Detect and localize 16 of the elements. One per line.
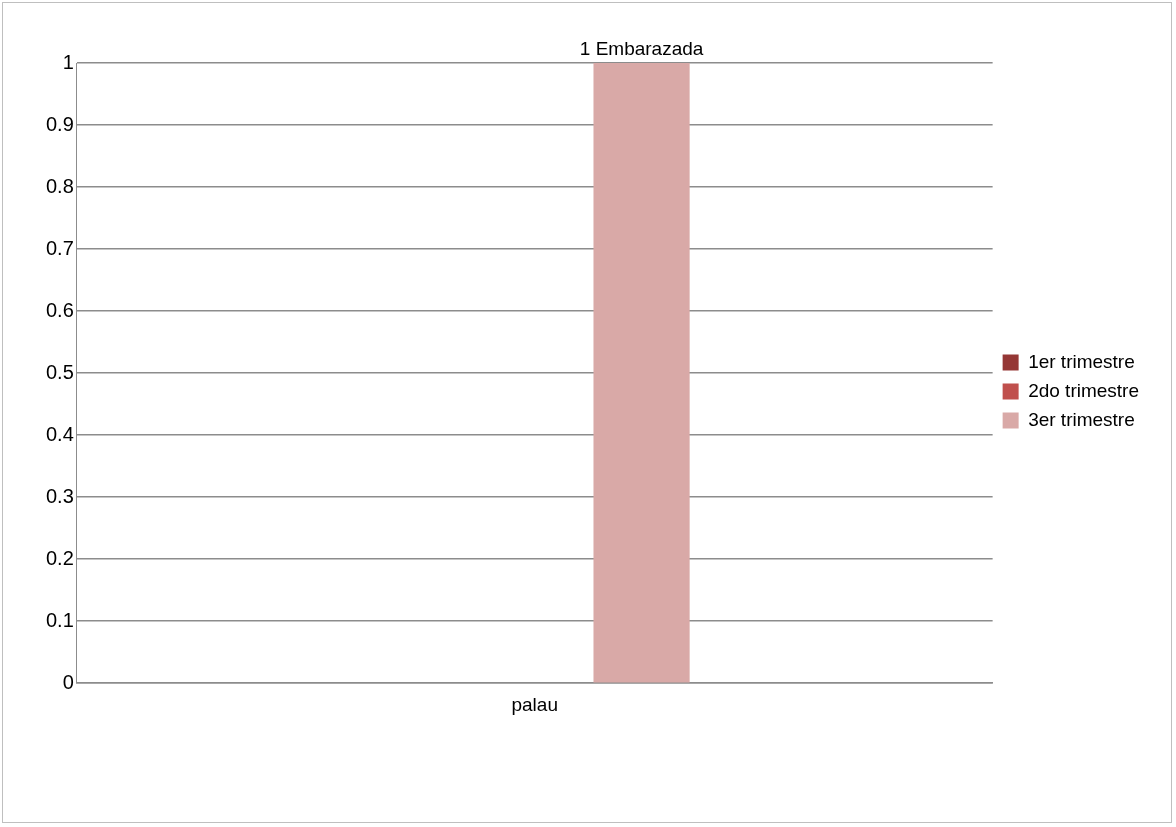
x-tick-label: palau	[511, 693, 558, 715]
y-tick-label: 0.2	[45, 546, 74, 569]
data-label: 1 Embarazada	[579, 37, 704, 59]
y-tick-label: 0.7	[45, 236, 74, 259]
legend-label: 2do trimestre	[1028, 379, 1139, 401]
y-tick-label: 0.1	[45, 608, 74, 631]
legend-label: 3er trimestre	[1028, 408, 1135, 430]
y-tick-label: 0.5	[45, 360, 74, 383]
y-tick-label: 0.4	[45, 422, 74, 445]
legend-label: 1er trimestre	[1028, 350, 1135, 372]
y-tick-label: 0.8	[45, 174, 74, 197]
y-tick-label: 0.9	[45, 112, 74, 135]
y-tick-label: 0	[62, 670, 74, 693]
y-tick-label: 0.6	[45, 298, 74, 321]
y-tick-label: 0.3	[45, 484, 74, 507]
y-tick-label: 1	[62, 50, 74, 73]
